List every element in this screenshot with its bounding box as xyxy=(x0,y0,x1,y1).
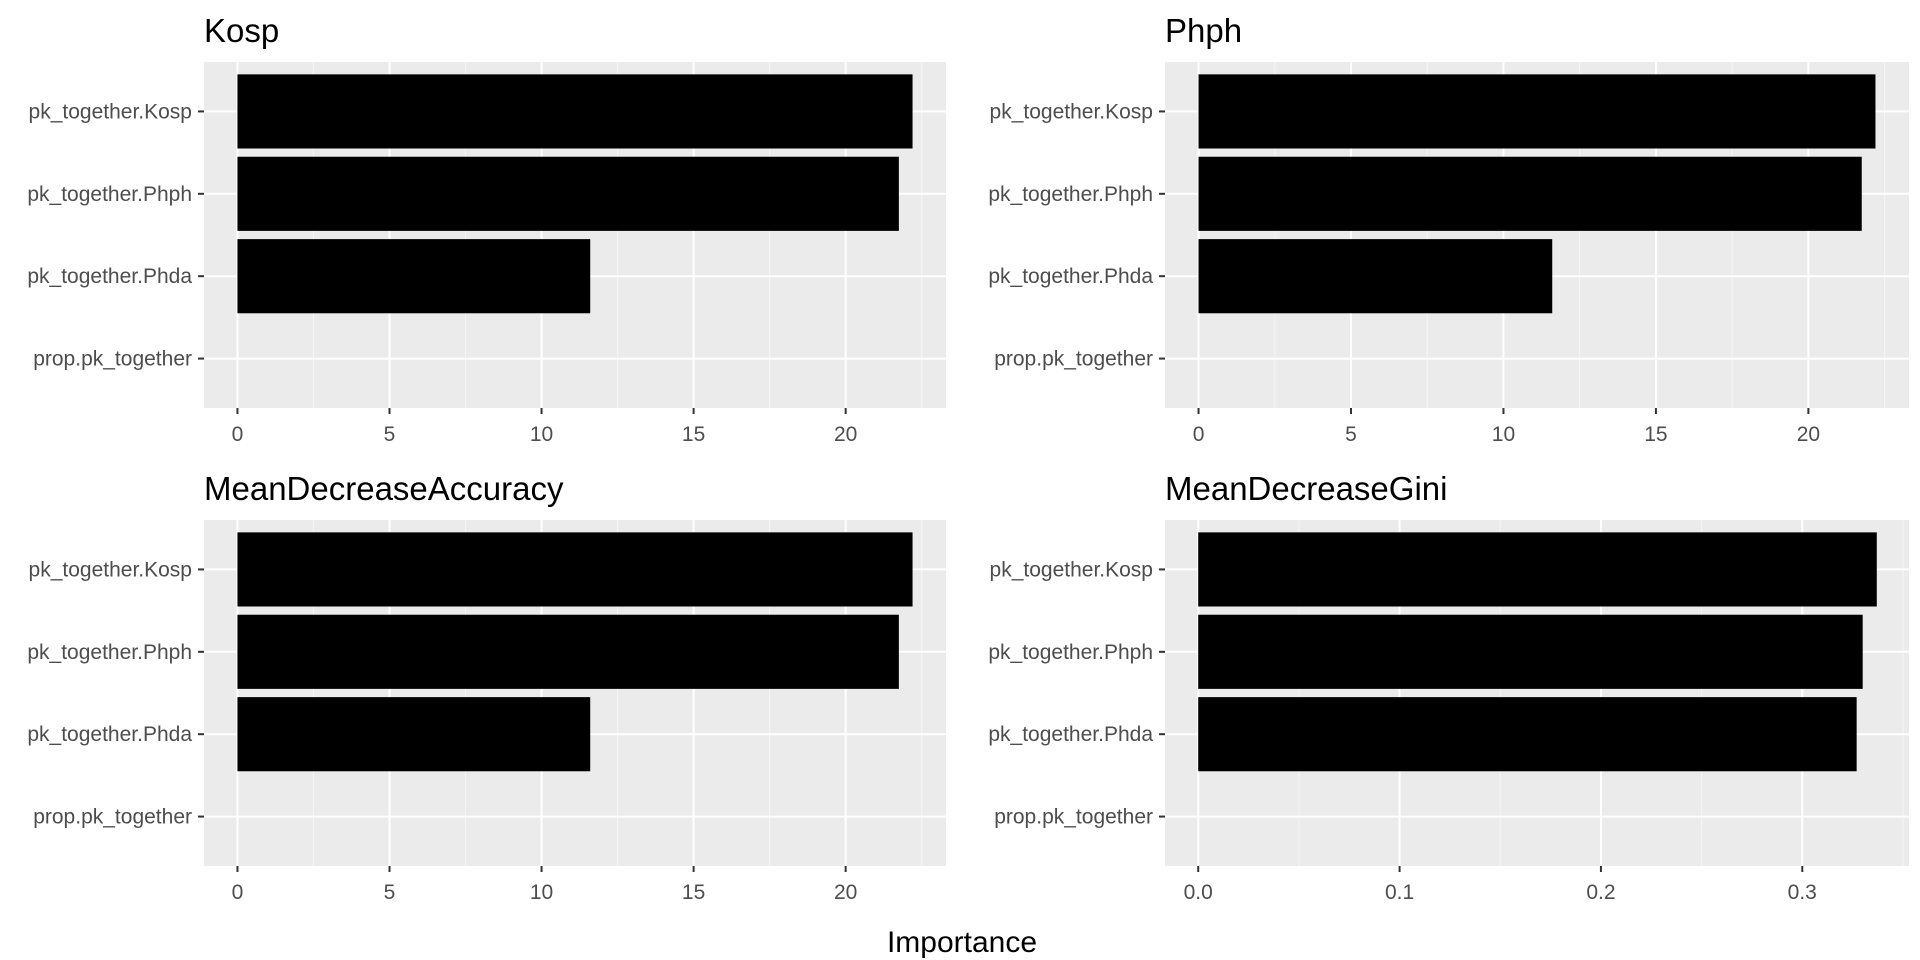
y-tick-label: pk_together.Kosp xyxy=(29,100,192,123)
x-tick-label: 5 xyxy=(1345,423,1357,446)
chart-panel-3: MeanDecreaseAccuracy pk_together.Kosp pk_t… xyxy=(27,470,946,904)
bar-pk-together-kosp xyxy=(1198,74,1876,149)
chart-panel-4: MeanDecreaseGini pk_together.Kosp pk_toget… xyxy=(988,470,1909,904)
bar-pk-together-phph xyxy=(237,156,899,231)
x-tick-label: 20 xyxy=(834,423,857,446)
x-tick-label: 10 xyxy=(530,423,553,446)
bar-pk-together-phda xyxy=(237,239,591,314)
x-axis-title: Importance xyxy=(887,926,1037,959)
x-tick-label: 10 xyxy=(1492,423,1515,446)
chart-panel-1: Kosp pk_together.Kosp pk_together.Phph pk_t… xyxy=(27,12,946,446)
x-tick-label: 0 xyxy=(232,423,244,446)
y-tick-label: pk_together.Phda xyxy=(27,265,192,288)
bar-pk-together-phda xyxy=(1198,239,1553,314)
x-tick-label: 0.1 xyxy=(1385,881,1414,904)
x-tick-label: 5 xyxy=(384,881,396,904)
panel-title: MeanDecreaseAccuracy xyxy=(204,470,564,507)
bar-pk-together-kosp xyxy=(1198,532,1877,607)
y-tick-label: pk_together.Kosp xyxy=(29,558,192,581)
y-tick-label: pk_together.Phph xyxy=(27,183,192,206)
y-tick-label: prop.pk_together xyxy=(994,348,1153,371)
y-tick-label: pk_together.Phda xyxy=(27,723,192,746)
y-tick-label: prop.pk_together xyxy=(33,806,192,829)
y-tick-label: pk_together.Phda xyxy=(988,265,1153,288)
chart-panel-2: Phph pk_together.Kosp pk_together.Phph pk_t… xyxy=(988,12,1909,446)
bar-pk-together-phph xyxy=(1198,156,1862,231)
x-tick-label: 0 xyxy=(232,881,244,904)
y-tick-label: pk_together.Phph xyxy=(27,641,192,664)
x-tick-label: 20 xyxy=(834,881,857,904)
x-tick-label: 0.0 xyxy=(1184,881,1213,904)
bar-pk-together-phda xyxy=(237,697,591,772)
y-tick-label: pk_together.Phph xyxy=(988,183,1153,206)
x-tick-label: 10 xyxy=(530,881,553,904)
bar-pk-together-phph xyxy=(1198,614,1863,689)
y-tick-label: prop.pk_together xyxy=(994,806,1153,829)
bar-pk-together-phph xyxy=(237,614,899,689)
bar-pk-together-phda xyxy=(1198,697,1857,772)
y-tick-label: pk_together.Phda xyxy=(988,723,1153,746)
x-tick-label: 5 xyxy=(384,423,396,446)
y-tick-label: prop.pk_together xyxy=(33,348,192,371)
x-tick-label: 15 xyxy=(1644,423,1667,446)
x-tick-label: 15 xyxy=(682,423,705,446)
x-tick-label: 15 xyxy=(682,881,705,904)
panel-title: Phph xyxy=(1165,12,1242,49)
panel-title: Kosp xyxy=(204,12,279,49)
x-tick-label: 0.2 xyxy=(1586,881,1615,904)
y-tick-label: pk_together.Phph xyxy=(988,641,1153,664)
panel-title: MeanDecreaseGini xyxy=(1165,470,1447,507)
x-tick-label: 0.3 xyxy=(1788,881,1817,904)
x-tick-label: 0 xyxy=(1193,423,1205,446)
bar-pk-together-kosp xyxy=(237,532,913,607)
x-tick-label: 20 xyxy=(1797,423,1820,446)
bar-pk-together-kosp xyxy=(237,74,913,149)
y-tick-label: pk_together.Kosp xyxy=(990,100,1153,123)
y-tick-label: pk_together.Kosp xyxy=(990,558,1153,581)
